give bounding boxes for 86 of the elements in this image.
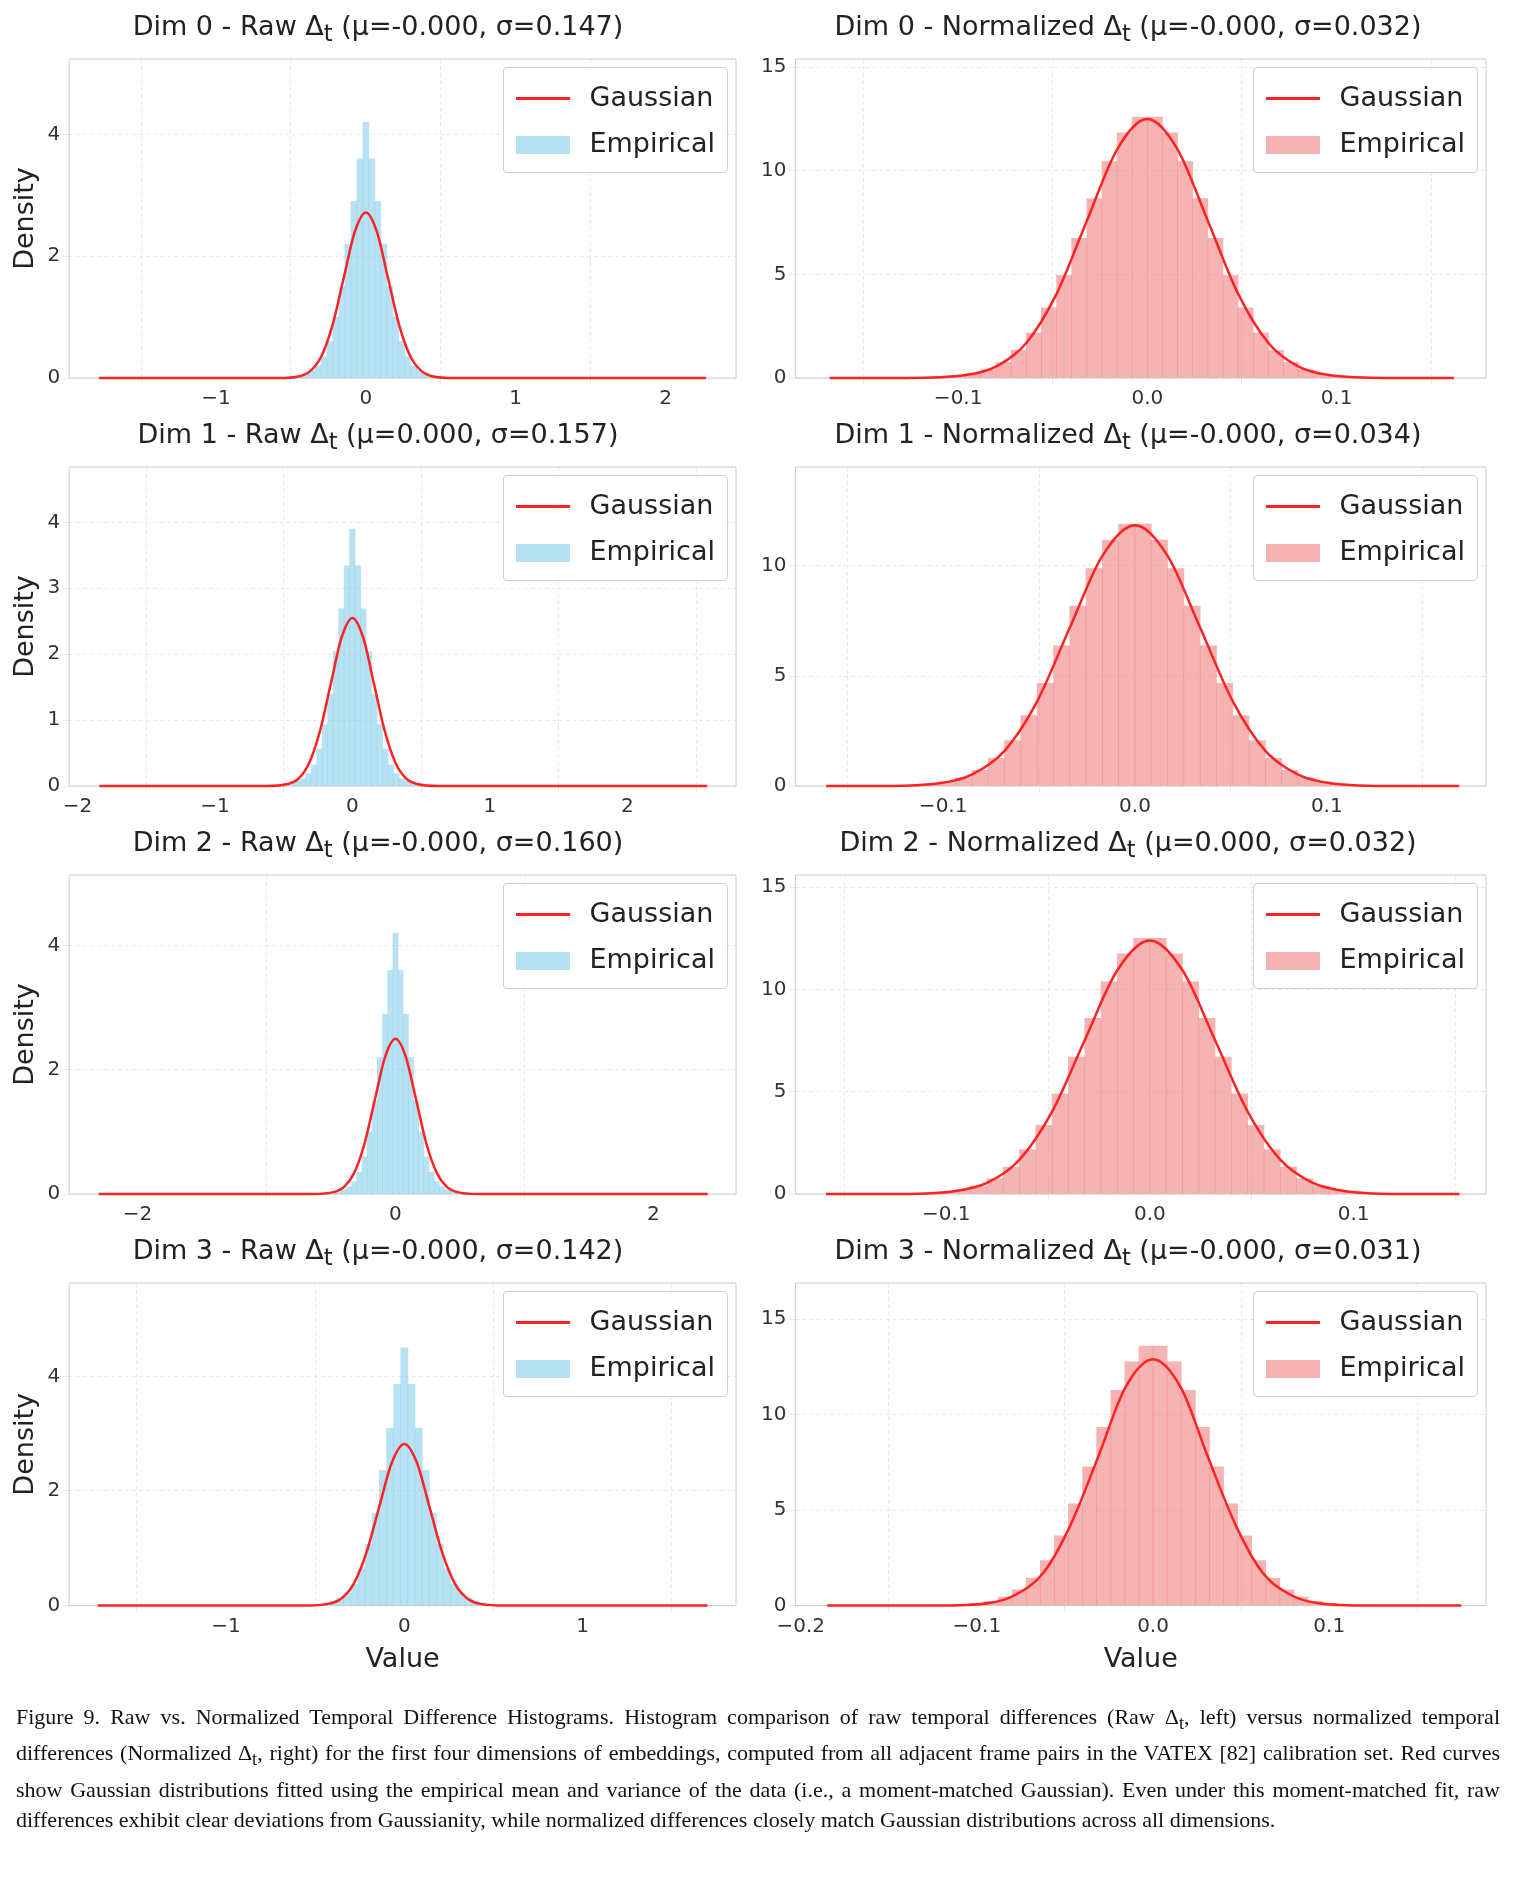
chart-title: Dim 3 - Normalized Δ$_{t}$ (μ=-0.000, σ=0.031) xyxy=(833,1233,1423,1271)
legend-label: Empirical xyxy=(589,535,715,566)
x-tick-label: −2 xyxy=(62,793,93,818)
legend-label: Gaussian xyxy=(1339,897,1464,928)
text: Figure 9. Raw vs. Normalized Temporal Difference Histograms. Histogram comparison of raw temporal differences (Raw Δ$_{t}$, left) versus normalized temporal differences (Normalized Δ$_{t}$, right) for the first four dimensions of embeddings, computed from all adjacent frame pairs in the VATEX [82] calibration set. Red curves show Gaussian distributions fitted using the empirical mean and variance of the data (i.e., a moment-matched Gaussian). Even under this moment-matched fit, raw differences exhibit clear deviations from Gaussianity, while normalized differences closely match Gaussian distributions across all dimensions. xyxy=(16,1704,1500,1832)
y-tick-label: 2 xyxy=(47,242,61,267)
x-tick-label: 2 xyxy=(647,1201,660,1226)
y-tick-label: 0 xyxy=(773,1180,787,1205)
x-tick-label: −1 xyxy=(211,1612,241,1637)
legend-label: Gaussian xyxy=(1339,489,1464,520)
x-tick-label: 0.0 xyxy=(1133,1201,1166,1226)
y-tick-label: 0 xyxy=(47,1180,61,1205)
x-tick-label: 0 xyxy=(346,793,359,818)
legend-label: Empirical xyxy=(1339,127,1465,158)
x-tick-label: 0 xyxy=(359,385,373,410)
x-tick-label: −1 xyxy=(200,793,230,818)
y-axis-title: Density xyxy=(8,575,40,678)
x-tick-label: 0.0 xyxy=(1137,1612,1169,1637)
legend-label: Gaussian xyxy=(589,897,714,928)
y-axis-title: Density xyxy=(8,167,40,270)
x-tick-label: −0.1 xyxy=(921,1201,971,1226)
y-tick-label: 4 xyxy=(47,1362,61,1387)
y-tick-label: 5 xyxy=(773,1077,787,1102)
y-tick-label: 0 xyxy=(773,772,787,797)
y-tick-label: 10 xyxy=(761,157,787,182)
y-tick-label: 15 xyxy=(761,1305,787,1330)
chart-title: Dim 1 - Normalized Δ$_{t}$ (μ=-0.000, σ=0.034) xyxy=(833,417,1423,455)
y-tick-label: 15 xyxy=(761,53,787,78)
y-tick-label: 3 xyxy=(47,574,61,599)
x-tick-label: 0.1 xyxy=(1337,1201,1370,1226)
chart-title: Dim 3 - Raw Δ$_{t}$ (μ=-0.000, σ=0.142) xyxy=(131,1233,625,1271)
y-tick-label: 10 xyxy=(761,1400,787,1425)
x-tick-label: −0.1 xyxy=(933,385,983,410)
x-axis-title: Value xyxy=(365,1641,440,1673)
x-tick-label: 0.0 xyxy=(1119,793,1151,818)
chart-title: Dim 0 - Raw Δ$_{t}$ (μ=-0.000, σ=0.147) xyxy=(131,9,625,47)
chart-title: Dim 1 - Raw Δ$_{t}$ (μ=0.000, σ=0.157) xyxy=(136,417,620,455)
y-tick-label: 5 xyxy=(773,1496,787,1521)
chart-title: Dim 2 - Normalized Δ$_{t}$ (μ=0.000, σ=0.032) xyxy=(838,825,1418,863)
legend-label: Empirical xyxy=(1339,535,1465,566)
x-tick-label: 0.0 xyxy=(1131,385,1164,410)
legend-label: Empirical xyxy=(1339,1351,1465,1382)
x-tick-label: 0.1 xyxy=(1310,793,1343,818)
x-tick-label: −1 xyxy=(201,385,231,410)
y-tick-label: 0 xyxy=(47,364,61,389)
y-axis-title: Density xyxy=(8,1392,40,1496)
y-tick-label: 2 xyxy=(47,640,61,665)
y-tick-label: 5 xyxy=(773,662,787,687)
x-tick-label: −2 xyxy=(122,1201,153,1226)
x-tick-label: −0.1 xyxy=(918,793,968,818)
chart-title: Dim 0 - Normalized Δ$_{t}$ (μ=-0.000, σ=0.032) xyxy=(833,9,1423,47)
legend-label: Empirical xyxy=(589,1351,715,1382)
y-tick-label: 2 xyxy=(47,1056,61,1081)
y-tick-label: 0 xyxy=(47,1591,61,1616)
x-tick-label: 2 xyxy=(621,793,634,818)
chart-title: Dim 2 - Raw Δ$_{t}$ (μ=-0.000, σ=0.160) xyxy=(131,825,625,863)
x-tick-label: 0.1 xyxy=(1313,1612,1346,1637)
legend-label: Gaussian xyxy=(589,1305,714,1336)
x-tick-label: 0.1 xyxy=(1320,385,1353,410)
legend-label: Gaussian xyxy=(1339,81,1464,112)
y-tick-label: 5 xyxy=(773,260,787,285)
x-tick-label: 1 xyxy=(576,1612,590,1637)
y-tick-label: 4 xyxy=(47,120,61,145)
legend-label: Gaussian xyxy=(1339,1305,1464,1336)
x-axis-title: Value xyxy=(1103,1641,1178,1673)
legend-label: Empirical xyxy=(589,943,715,974)
y-tick-label: 4 xyxy=(47,508,61,533)
y-tick-label: 0 xyxy=(773,364,787,389)
x-tick-label: 1 xyxy=(483,793,497,818)
y-tick-label: 15 xyxy=(761,873,787,898)
x-tick-label: 2 xyxy=(659,385,672,410)
y-tick-label: 0 xyxy=(47,772,61,797)
x-tick-label: 0 xyxy=(389,1201,402,1226)
y-tick-label: 10 xyxy=(761,552,787,577)
legend-label: Empirical xyxy=(1339,943,1465,974)
y-tick-label: 2 xyxy=(47,1477,61,1502)
y-tick-label: 10 xyxy=(761,975,787,1000)
legend-label: Gaussian xyxy=(589,81,714,112)
x-tick-label: 1 xyxy=(509,385,523,410)
x-tick-label: −0.1 xyxy=(952,1612,1002,1637)
y-tick-label: 4 xyxy=(47,931,61,956)
y-tick-label: 1 xyxy=(47,706,61,731)
x-tick-label: 0 xyxy=(397,1612,411,1637)
legend-label: Gaussian xyxy=(589,489,714,520)
legend-label: Empirical xyxy=(589,127,715,158)
y-axis-title: Density xyxy=(8,983,40,1086)
